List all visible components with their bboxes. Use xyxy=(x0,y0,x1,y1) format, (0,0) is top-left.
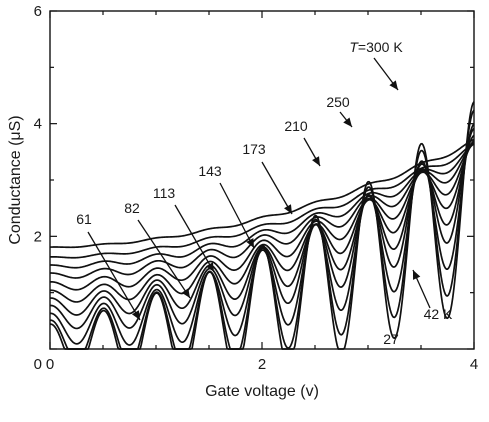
annotation-arrow-head xyxy=(343,117,352,127)
curve-label: 143 xyxy=(198,163,222,179)
annotation-arrow-head xyxy=(181,288,190,298)
annotation-arrow-head xyxy=(246,238,254,248)
curve-label: 113 xyxy=(153,185,176,201)
annotation-arrow-head xyxy=(206,262,214,272)
series-line-7 xyxy=(49,143,475,279)
y-tick-label: 6 xyxy=(34,3,42,20)
x-tick-label: 0 xyxy=(46,356,54,373)
annotation-arrow-line xyxy=(174,204,215,273)
x-tick-label: 2 xyxy=(258,356,266,373)
plot-frame xyxy=(49,10,475,350)
y-tick-label: 2 xyxy=(34,228,42,245)
series-line-10 xyxy=(49,138,475,249)
series-line-8 xyxy=(49,143,475,269)
curve-label: 82 xyxy=(124,200,140,216)
x-tick-label: 4 xyxy=(470,356,478,373)
curve-label: 27 xyxy=(383,331,399,347)
series-line-5 xyxy=(49,140,475,303)
curve-label: 42 K xyxy=(424,306,453,322)
annotation-arrow-line xyxy=(137,219,191,299)
y-axis-title: Conductance (μS) xyxy=(7,115,24,244)
series-line-2 xyxy=(49,123,475,346)
curve-label: 250 xyxy=(326,94,350,110)
labels-group: 0 2 4 2 4 6 0 Gate voltage (v) Conductance (μS) T… xyxy=(7,3,478,400)
series-line-4 xyxy=(49,134,475,316)
annotation-arrow-head xyxy=(284,204,292,214)
annotation-arrow-line xyxy=(87,231,141,321)
annotation-arrow-line xyxy=(261,161,293,215)
annotation-arrow-head xyxy=(312,156,320,166)
y-tick-label: 4 xyxy=(34,116,42,133)
annotation-arrow-head xyxy=(413,270,421,280)
series-line-9 xyxy=(49,142,475,259)
series-line-3 xyxy=(49,127,475,330)
x-axis-title: Gate voltage (v) xyxy=(205,383,319,400)
annotation-arrows xyxy=(87,57,431,321)
series-line-6 xyxy=(49,142,475,291)
curve-label: 173 xyxy=(242,141,266,157)
curve-label: 61 xyxy=(76,211,92,227)
curves-group xyxy=(49,101,475,350)
annotation-arrow-head xyxy=(389,80,398,90)
annotation-arrow-head xyxy=(131,310,140,320)
curve-label: T=300 K xyxy=(349,39,403,55)
curve-label: 210 xyxy=(284,118,308,134)
annotation-arrow-line xyxy=(219,182,255,249)
origin-tick-label: 0 xyxy=(34,356,42,373)
